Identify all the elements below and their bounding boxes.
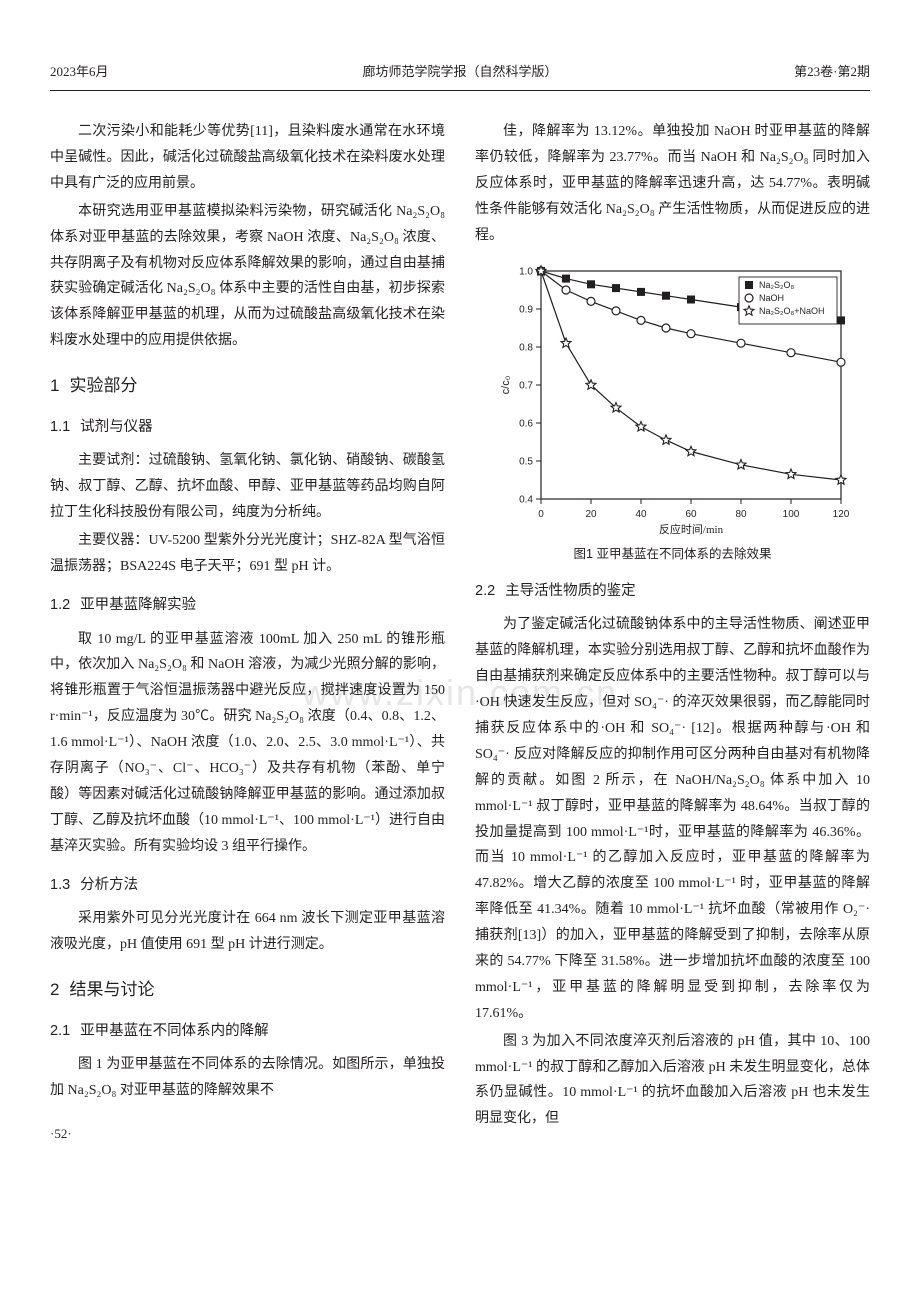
section-title: 结果与讨论 [69, 980, 154, 999]
page: www.zixin.com.cn 2023年6月 廊坊师范学院学报（自然科学版）… [0, 0, 920, 1186]
svg-text:60: 60 [685, 509, 697, 520]
svg-text:Na₂S₂O₈+NaOH: Na₂S₂O₈+NaOH [759, 306, 825, 316]
section-heading: 1 实验部分 [50, 370, 445, 401]
svg-text:0.9: 0.9 [519, 304, 533, 315]
svg-text:80: 80 [735, 509, 747, 520]
subsection-title: 亚甲基蓝在不同体系内的降解 [80, 1023, 269, 1039]
subsection-title: 亚甲基蓝降解实验 [80, 597, 196, 613]
subsection-heading: 2.2 主导活性物质的鉴定 [475, 578, 870, 605]
right-column: 佳，降解率为 13.12%。单独投加 NaOH 时亚甲基蓝的降解率仍较低，降解率… [475, 119, 870, 1146]
page-number: ·52· [50, 1122, 445, 1146]
subsection-title: 分析方法 [80, 877, 138, 893]
figure-1: 0 20 40 60 80 100 120 0.4 0.5 0.6 0.7 0.8 0.9 1.0 反应时间… [475, 259, 870, 566]
paragraph: 主要仪器：UV-5200 型紫外分光光度计；SHZ-82A 型气浴恒温振荡器；B… [50, 528, 445, 580]
subsection-heading: 1.2 亚甲基蓝降解实验 [50, 592, 445, 619]
svg-text:0.6: 0.6 [519, 418, 533, 429]
subsection-heading: 1.3 分析方法 [50, 872, 445, 899]
subsection-number: 1.1 [50, 414, 70, 441]
subsection-number: 1.2 [50, 592, 70, 619]
svg-text:120: 120 [832, 509, 849, 520]
svg-text:20: 20 [585, 509, 597, 520]
svg-text:0.5: 0.5 [519, 456, 533, 467]
svg-text:1.0: 1.0 [519, 266, 533, 277]
subsection-number: 2.2 [475, 578, 495, 605]
svg-text:反应时间/min: 反应时间/min [658, 522, 723, 536]
section-number: 2 [50, 974, 59, 1005]
paragraph: 二次污染小和能耗少等优势[11]，且染料废水通常在水环境中呈碱性。因此，碱活化过… [50, 119, 445, 197]
subsection-number: 1.3 [50, 872, 70, 899]
paragraph: 取 10 mg/L 的亚甲基蓝溶液 100mL 加入 250 mL 的锥形瓶中，… [50, 627, 445, 860]
svg-text:40: 40 [635, 509, 647, 520]
paragraph: 为了鉴定碱活化过硫酸钠体系中的主导活性物质、阐述亚甲基蓝的降解机理，本实验分别选… [475, 612, 870, 1026]
svg-text:NaOH: NaOH [759, 293, 784, 303]
left-column: 二次污染小和能耗少等优势[11]，且染料废水通常在水环境中呈碱性。因此，碱活化过… [50, 119, 445, 1146]
svg-text:100: 100 [782, 509, 799, 520]
svg-text:0.8: 0.8 [519, 342, 533, 353]
section-heading: 2 结果与讨论 [50, 974, 445, 1005]
svg-text:c/c₀: c/c₀ [500, 375, 512, 394]
svg-text:0.4: 0.4 [519, 494, 533, 505]
figure-caption: 图1 亚甲基蓝在不同体系的去除效果 [475, 543, 870, 566]
paragraph: 图 1 为亚甲基蓝在不同体系的去除情况。如图所示，单独投加 Na₂S₂O₈ 对亚… [50, 1052, 445, 1104]
svg-text:0: 0 [538, 509, 544, 520]
chart-svg: 0 20 40 60 80 100 120 0.4 0.5 0.6 0.7 0.8 0.9 1.0 反应时间… [493, 259, 853, 539]
subsection-title: 试剂与仪器 [80, 419, 153, 435]
paragraph: 图 3 为加入不同浓度淬灭剂后溶液的 pH 值，其中 10、100 mmol·L… [475, 1029, 870, 1133]
paragraph: 采用紫外可见分光光度计在 664 nm 波长下测定亚甲基蓝溶液吸光度，pH 值使… [50, 906, 445, 958]
paragraph: 佳，降解率为 13.12%。单独投加 NaOH 时亚甲基蓝的降解率仍较低，降解率… [475, 119, 870, 248]
svg-text:Na₂S₂O₈: Na₂S₂O₈ [759, 280, 794, 290]
content-columns: 二次污染小和能耗少等优势[11]，且染料废水通常在水环境中呈碱性。因此，碱活化过… [50, 119, 870, 1146]
header-issue: 第23卷·第2期 [794, 60, 870, 84]
header-date: 2023年6月 [50, 60, 109, 84]
subsection-heading: 2.1 亚甲基蓝在不同体系内的降解 [50, 1018, 445, 1045]
section-title: 实验部分 [69, 376, 137, 395]
svg-text:0.7: 0.7 [519, 380, 533, 391]
paragraph: 主要试剂：过硫酸钠、氢氧化钠、氯化钠、硝酸钠、碳酸氢钠、叔丁醇、乙醇、抗坏血酸、… [50, 448, 445, 526]
subsection-heading: 1.1 试剂与仪器 [50, 414, 445, 441]
subsection-title: 主导活性物质的鉴定 [505, 583, 636, 599]
subsection-number: 2.1 [50, 1018, 70, 1045]
header-journal: 廊坊师范学院学报（自然科学版） [362, 60, 557, 84]
page-header: 2023年6月 廊坊师范学院学报（自然科学版） 第23卷·第2期 [50, 60, 870, 91]
paragraph: 本研究选用亚甲基蓝模拟染料污染物，研究碱活化 Na₂S₂O₈ 体系对亚甲基蓝的去… [50, 199, 445, 354]
section-number: 1 [50, 370, 59, 401]
